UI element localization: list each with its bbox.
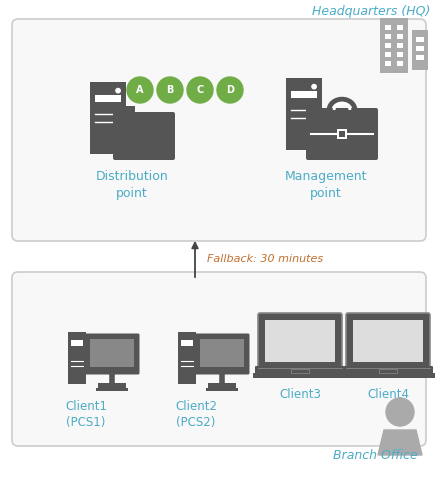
Text: Branch Office: Branch Office	[333, 449, 418, 462]
FancyBboxPatch shape	[113, 112, 175, 160]
Bar	[115, 106, 135, 114]
Bar	[416, 37, 424, 42]
Bar	[200, 339, 244, 367]
FancyBboxPatch shape	[12, 272, 426, 446]
Circle shape	[187, 77, 213, 103]
Bar	[412, 30, 428, 70]
Polygon shape	[378, 430, 422, 455]
Bar	[385, 60, 391, 65]
Bar	[385, 24, 391, 29]
Bar	[181, 340, 193, 346]
Bar	[68, 332, 86, 384]
FancyBboxPatch shape	[343, 366, 433, 378]
Text: Distribution
point: Distribution point	[95, 170, 168, 200]
Bar	[337, 129, 347, 139]
Bar	[397, 51, 403, 57]
Text: A: A	[136, 85, 144, 95]
Bar	[397, 34, 403, 38]
Bar	[385, 34, 391, 38]
Bar	[341, 373, 435, 378]
Circle shape	[217, 77, 243, 103]
Text: Client3: Client3	[279, 388, 321, 401]
Text: Headquarters (HQ): Headquarters (HQ)	[311, 5, 430, 18]
Text: Fallback: 30 minutes: Fallback: 30 minutes	[207, 254, 323, 264]
Circle shape	[157, 77, 183, 103]
Bar	[416, 55, 424, 60]
Bar	[397, 43, 403, 48]
Bar	[291, 91, 317, 98]
Text: Client2
(PCS2): Client2 (PCS2)	[175, 400, 217, 429]
Bar	[291, 369, 309, 373]
FancyBboxPatch shape	[306, 108, 378, 160]
Bar	[385, 51, 391, 57]
Text: Client4: Client4	[367, 388, 409, 401]
Bar	[353, 320, 423, 362]
Bar	[265, 320, 335, 362]
Bar	[385, 43, 391, 48]
Bar	[95, 95, 120, 102]
Bar	[397, 60, 403, 65]
Bar	[71, 340, 83, 346]
FancyBboxPatch shape	[346, 313, 430, 369]
Bar	[98, 383, 126, 388]
Text: B: B	[166, 85, 174, 95]
FancyBboxPatch shape	[258, 313, 342, 369]
Bar	[397, 24, 403, 29]
Text: D: D	[226, 85, 234, 95]
Circle shape	[127, 77, 153, 103]
Text: C: C	[196, 85, 204, 95]
Bar	[90, 82, 126, 154]
Bar	[416, 46, 424, 51]
Bar	[286, 78, 322, 150]
Circle shape	[386, 398, 414, 426]
Bar	[178, 332, 196, 384]
Bar	[96, 388, 128, 391]
FancyBboxPatch shape	[85, 334, 139, 374]
FancyBboxPatch shape	[255, 366, 345, 378]
Bar	[206, 388, 238, 391]
Bar	[380, 17, 408, 72]
Circle shape	[312, 84, 316, 89]
Bar	[339, 131, 345, 137]
Text: Management
point: Management point	[285, 170, 367, 200]
Text: Client1
(PCS1): Client1 (PCS1)	[65, 400, 107, 429]
Bar	[90, 339, 134, 367]
FancyBboxPatch shape	[12, 19, 426, 241]
Circle shape	[116, 88, 120, 93]
FancyBboxPatch shape	[194, 334, 250, 374]
Bar	[208, 383, 236, 388]
Bar	[253, 373, 347, 378]
Bar	[379, 369, 397, 373]
